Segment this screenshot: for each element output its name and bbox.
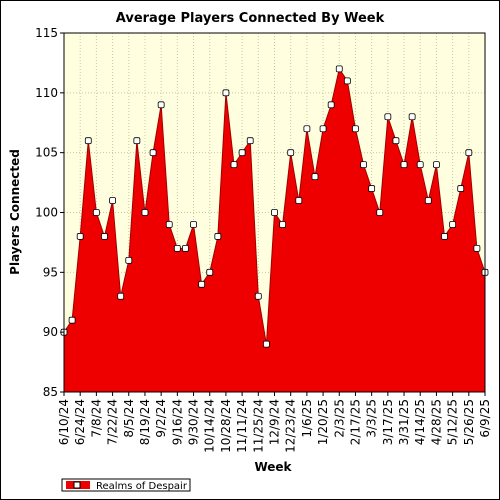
data-point: [76, 233, 84, 240]
data-point: [84, 137, 92, 145]
legend-marker: [73, 481, 81, 489]
x-tick-label: 7/8/24: [89, 399, 103, 438]
data-point: [263, 340, 270, 348]
data-point: [408, 113, 416, 121]
data-point: [238, 149, 246, 157]
data-point: [433, 161, 440, 169]
x-tick-label: 1/20/25: [316, 399, 330, 445]
data-point: [295, 197, 303, 204]
data-point: [198, 280, 206, 288]
y-axis-ticks: 85 90 95 100 105 110 115: [35, 26, 64, 399]
data-point: [157, 101, 165, 109]
data-point: [343, 77, 351, 85]
data-point: [441, 233, 448, 240]
y-tick-label: 105: [35, 146, 58, 160]
x-tick-label: 4/14/25: [413, 399, 427, 445]
data-point: [101, 233, 108, 240]
x-tick-label: 8/5/24: [122, 399, 136, 438]
y-axis-title: Players Connected: [8, 149, 22, 275]
y-tick-label: 115: [35, 26, 58, 40]
x-tick-label: 4/28/25: [429, 399, 443, 445]
data-point: [190, 221, 197, 228]
data-point: [92, 209, 100, 216]
x-tick-label: 2/17/25: [348, 399, 362, 445]
data-point: [360, 161, 367, 169]
data-point: [319, 125, 327, 133]
x-tick-label: 2/3/25: [332, 399, 346, 438]
x-tick-label: 7/22/24: [106, 399, 120, 445]
data-point: [173, 244, 181, 252]
data-point: [214, 233, 222, 240]
data-point: [222, 89, 230, 97]
x-tick-label: 6/9/25: [478, 399, 492, 438]
data-point: [68, 316, 76, 324]
data-point: [117, 292, 125, 300]
x-tick-label: 12/23/24: [284, 399, 298, 453]
data-point: [392, 137, 400, 145]
x-tick-label: 12/9/24: [268, 399, 282, 445]
legend-box: [61, 478, 191, 492]
x-tick-label: 10/14/24: [203, 399, 217, 453]
x-tick-label: 9/30/24: [187, 399, 201, 445]
data-point: [384, 113, 392, 121]
data-point: [335, 65, 343, 73]
data-point: [457, 185, 465, 192]
data-point: [368, 185, 376, 192]
data-point: [352, 125, 359, 133]
data-point: [165, 221, 173, 228]
x-tick-label: 11/25/24: [251, 399, 265, 453]
y-tick-label: 85: [43, 385, 58, 399]
x-tick-label: 9/2/24: [154, 399, 168, 438]
x-tick-label: 3/3/25: [365, 399, 379, 438]
data-point: [246, 137, 254, 145]
x-tick-label: 3/17/25: [381, 399, 395, 445]
y-tick-label: 90: [43, 325, 58, 339]
data-point: [206, 268, 214, 276]
x-tick-label: 11/11/24: [235, 399, 249, 453]
data-point: [473, 244, 481, 252]
data-point: [287, 149, 295, 157]
data-point: [133, 137, 141, 145]
x-tick-label: 6/10/24: [57, 399, 71, 445]
data-point: [182, 244, 189, 252]
x-tick-label: 6/24/24: [73, 399, 87, 445]
y-tick-label: 95: [43, 265, 58, 279]
data-point: [303, 125, 311, 133]
x-tick-label: 1/6/25: [300, 399, 314, 438]
data-point: [327, 101, 335, 109]
data-point: [400, 161, 408, 169]
x-axis-ticks: 6/10/24 6/24/24 7/8/24 7/22/24 8/5/24 8/19/24…: [57, 392, 492, 453]
data-point: [311, 173, 319, 181]
data-point: [279, 221, 286, 228]
x-axis-title: Week: [254, 460, 292, 474]
data-point: [271, 209, 278, 216]
y-tick-label: 110: [35, 86, 58, 100]
legend-label: Realms of Despair: [96, 481, 188, 492]
x-tick-label: 8/19/24: [138, 399, 152, 445]
data-point: [149, 149, 157, 157]
series-markers: [60, 65, 489, 348]
x-tick-label: 5/12/25: [446, 399, 460, 445]
data-point: [109, 197, 116, 204]
data-point: [141, 209, 149, 216]
data-point: [230, 161, 238, 169]
data-point: [125, 256, 133, 264]
x-tick-label: 9/16/24: [170, 399, 184, 445]
chart-title: Average Players Connected By Week: [116, 11, 385, 26]
y-tick-label: 100: [35, 206, 58, 220]
data-point: [254, 292, 262, 300]
data-point: [376, 209, 384, 216]
data-point: [449, 221, 457, 228]
x-tick-label: 10/28/24: [219, 399, 233, 453]
data-point: [424, 197, 432, 204]
x-tick-label: 3/31/25: [397, 399, 411, 445]
data-point: [416, 161, 424, 169]
data-point: [465, 149, 473, 157]
x-tick-label: 5/26/25: [462, 399, 476, 445]
legend: Realms of Despair: [61, 478, 191, 492]
series-area: [64, 68, 485, 393]
